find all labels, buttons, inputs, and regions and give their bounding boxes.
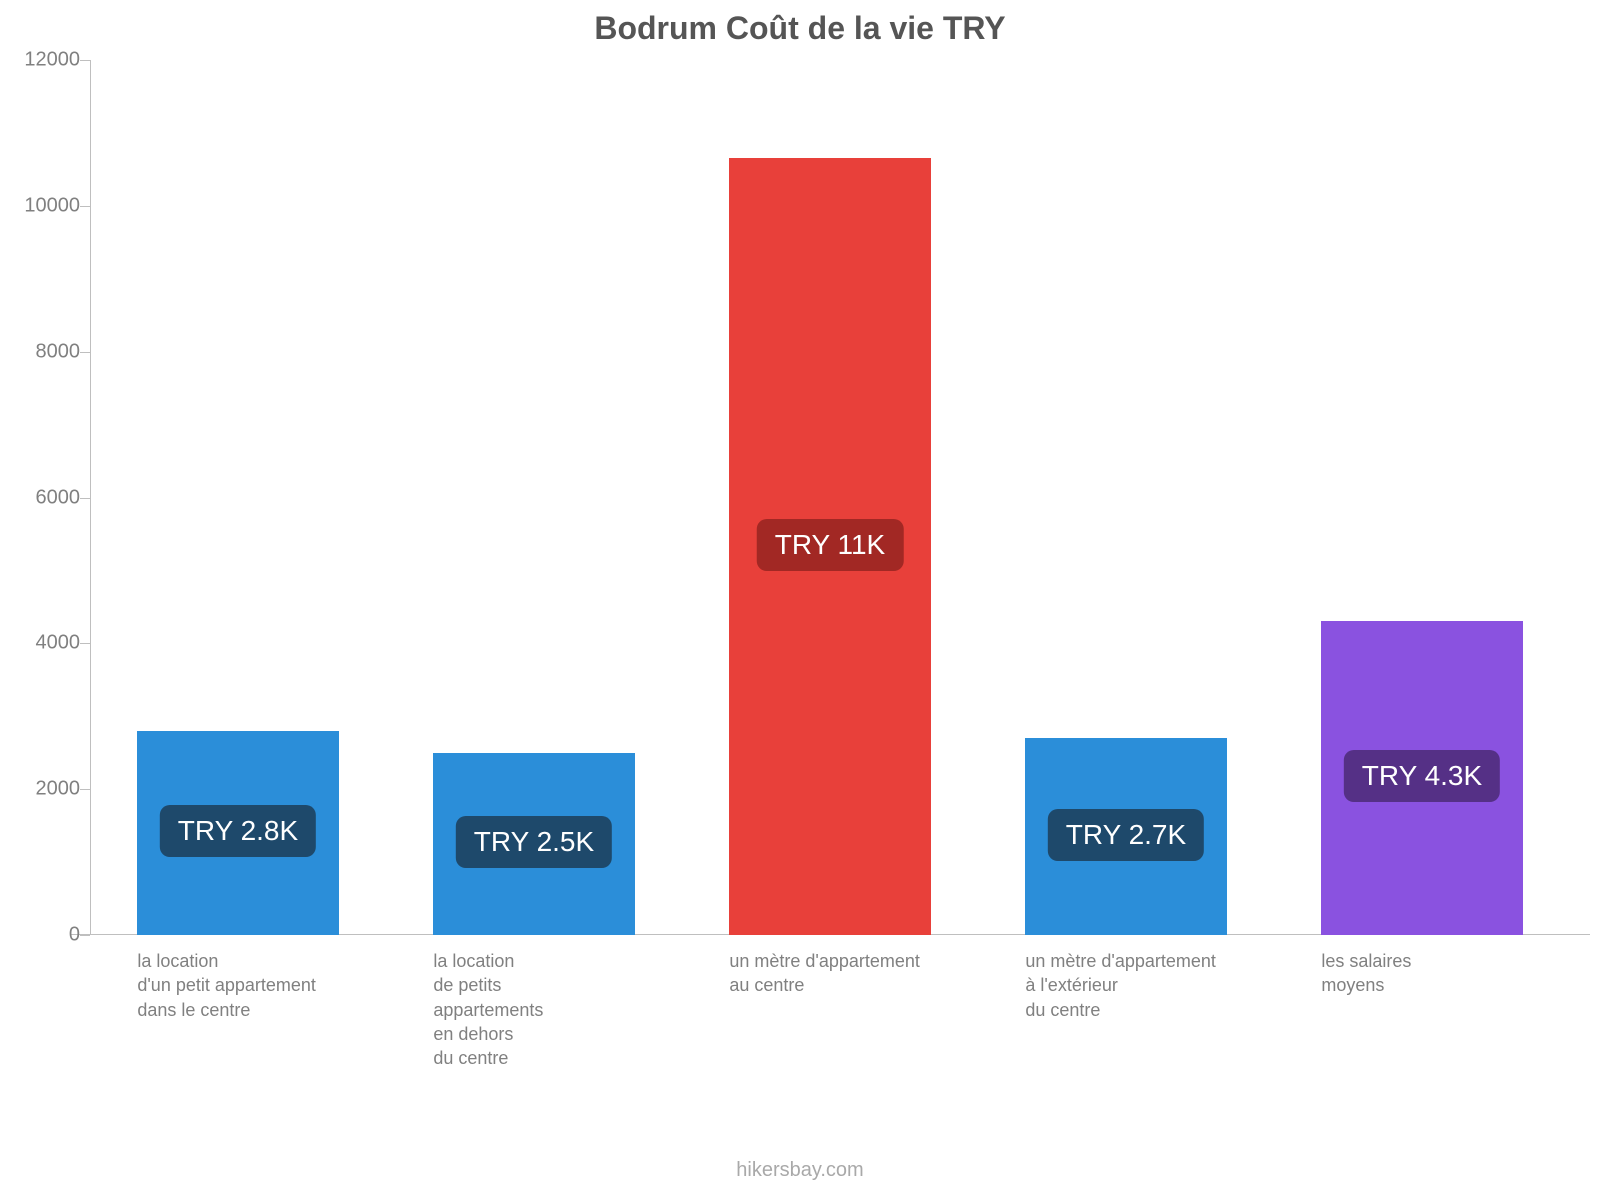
y-tick-label: 0 [0,924,80,947]
y-tick-label: 2000 [0,778,80,801]
y-tick-label: 12000 [0,49,80,72]
y-tick [80,643,90,644]
bar-avg_salary: TRY 4.3K [1321,621,1522,935]
x-label-rent_small_center: la location d'un petit appartement dans … [137,949,378,1022]
y-tick-label: 4000 [0,632,80,655]
y-tick [80,60,90,61]
y-tick-label: 8000 [0,340,80,363]
x-label-sqm_center: un mètre d'appartement au centre [729,949,970,998]
y-tick [80,206,90,207]
y-tick-label: 10000 [0,194,80,217]
y-axis [90,60,91,935]
chart-container: Bodrum Coût de la vie TRY 02000400060008… [0,0,1600,1200]
value-badge-rent_small_center: TRY 2.8K [160,805,316,857]
chart-title: Bodrum Coût de la vie TRY [0,10,1600,47]
value-badge-avg_salary: TRY 4.3K [1344,750,1500,802]
bar-sqm_outside: TRY 2.7K [1025,738,1226,935]
y-tick [80,935,90,936]
bar-rent_small_center: TRY 2.8K [137,731,338,935]
x-label-rent_small_outside: la location de petits appartements en de… [433,949,674,1070]
y-tick [80,498,90,499]
plot-area: 020004000600080001000012000TRY 2.8Kla lo… [90,60,1570,935]
y-tick [80,789,90,790]
value-badge-sqm_outside: TRY 2.7K [1048,809,1204,861]
attribution-text: hikersbay.com [0,1159,1600,1182]
value-badge-sqm_center: TRY 11K [757,519,904,571]
bar-sqm_center: TRY 11K [729,158,930,935]
y-tick-label: 6000 [0,486,80,509]
x-label-sqm_outside: un mètre d'appartement à l'extérieur du … [1025,949,1266,1022]
x-label-avg_salary: les salaires moyens [1321,949,1562,998]
bar-rent_small_outside: TRY 2.5K [433,753,634,935]
value-badge-rent_small_outside: TRY 2.5K [456,816,612,868]
y-tick [80,352,90,353]
